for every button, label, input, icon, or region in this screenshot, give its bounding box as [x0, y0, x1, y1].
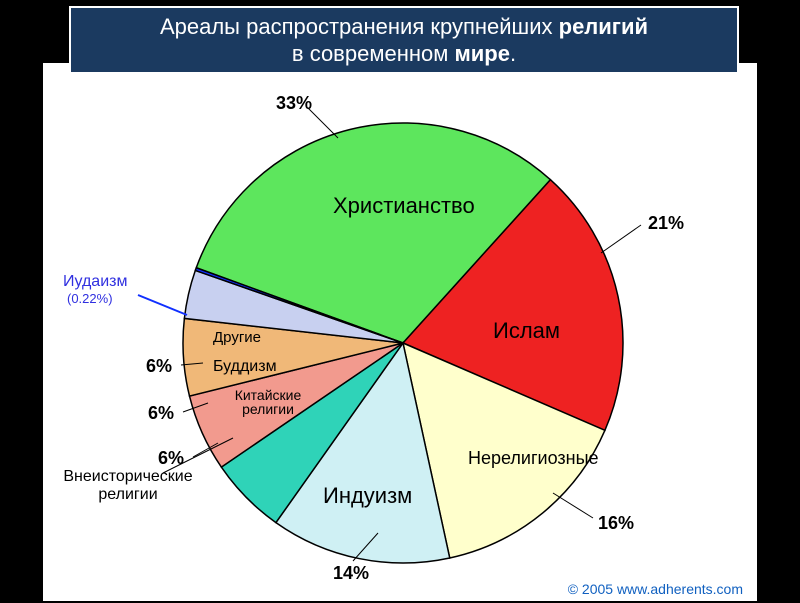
slice-label-hinduism: Индуизм — [323, 483, 412, 509]
slide-frame: Христианство Ислам Нерелигиозные Индуизм… — [42, 0, 758, 600]
leader-line — [601, 225, 641, 253]
pie-wrapper: Христианство Ислам Нерелигиозные Индуизм… — [43, 63, 759, 603]
leader-line — [308, 108, 338, 138]
slice-label-christianity: Христианство — [333, 193, 475, 219]
slice-label-nonreligious: Нерелигиозные — [468, 448, 599, 469]
pct-16: 16% — [598, 513, 634, 534]
pct-33: 33% — [276, 93, 312, 114]
chart-background: Христианство Ислам Нерелигиозные Индуизм… — [42, 62, 758, 602]
slice-label-buddhism: Буддизм — [213, 358, 277, 376]
slice-pct-judaism: (0.22%) — [67, 291, 113, 306]
slice-label-islam: Ислам — [493, 318, 560, 344]
leader-line — [553, 493, 593, 518]
slice-label-judaism: Иудаизм — [63, 273, 127, 291]
pct-6c: 6% — [146, 356, 172, 377]
pct-6a: 6% — [158, 448, 184, 469]
pct-14: 14% — [333, 563, 369, 584]
slice-label-chinese: Китайские религии — [223, 388, 313, 416]
pct-6b: 6% — [148, 403, 174, 424]
pct-21: 21% — [648, 213, 684, 234]
pie-chart — [43, 63, 759, 603]
title-banner: Ареалы распространения крупнейших религи… — [69, 6, 739, 74]
slice-label-other: Другие — [213, 329, 261, 346]
slice-label-prehistoric: Внеисторические религии — [53, 468, 203, 503]
title-text: Ареалы распространения крупнейших религи… — [160, 13, 648, 68]
leader-line — [138, 295, 187, 315]
copyright-text: © 2005 www.adherents.com — [568, 581, 743, 597]
